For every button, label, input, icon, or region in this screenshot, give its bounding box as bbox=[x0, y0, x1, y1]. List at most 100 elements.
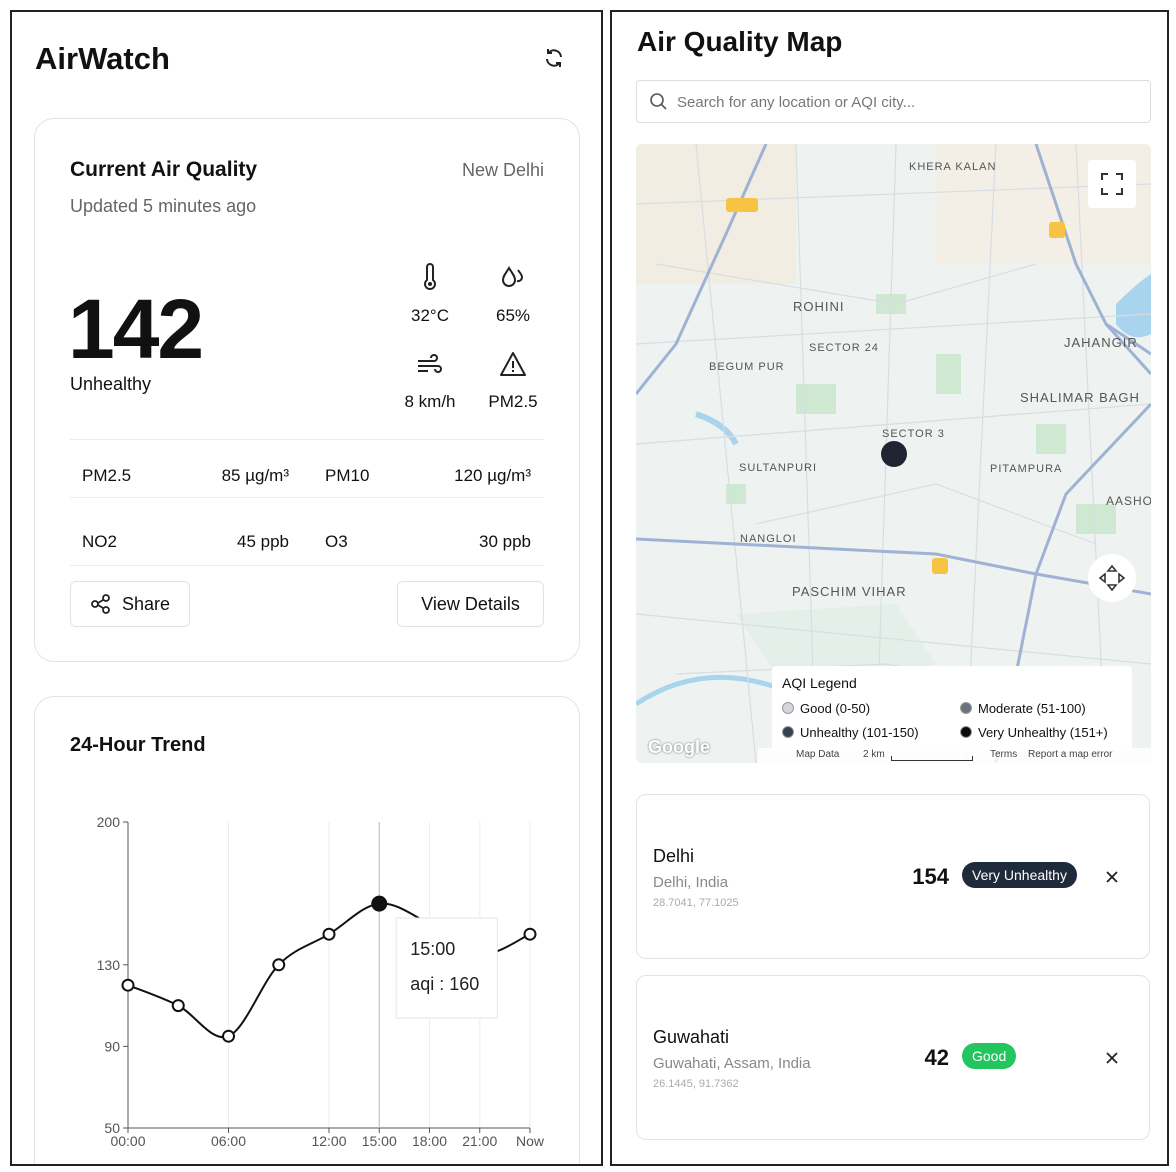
map-title: Air Quality Map bbox=[637, 26, 843, 57]
legend-swatch bbox=[960, 702, 972, 714]
city-card[interactable]: Guwahati Guwahati, Assam, India 26.1445, 9… bbox=[636, 975, 1150, 1140]
y-tick-label: 50 bbox=[104, 1120, 120, 1136]
close-icon bbox=[1106, 1052, 1118, 1064]
map-report[interactable]: Report a map error bbox=[1028, 749, 1113, 760]
y-tick-label: 90 bbox=[104, 1038, 120, 1054]
map-place: ROHINI bbox=[793, 299, 845, 314]
data-point bbox=[523, 927, 537, 941]
city-name: Guwahati bbox=[653, 1027, 730, 1047]
view-details-label: View Details bbox=[421, 593, 520, 614]
map-data-label: Map Data bbox=[796, 749, 840, 760]
legend-title: AQI Legend bbox=[782, 675, 857, 691]
wind-icon bbox=[418, 354, 442, 373]
pollutant-value: 85 µg/m³ bbox=[221, 466, 289, 485]
share-icon bbox=[91, 594, 110, 614]
separator bbox=[70, 565, 544, 566]
chart-title: 24-Hour Trend bbox=[70, 734, 206, 756]
stat-pollutant: PM2.5 bbox=[488, 392, 538, 411]
map-place: SECTOR 24 bbox=[809, 342, 879, 354]
map-place: PITAMPURA bbox=[990, 463, 1063, 475]
x-tick-label: 06:00 bbox=[211, 1133, 246, 1149]
app-title: AirWatch bbox=[35, 41, 170, 76]
right-panel: Air Quality Map Search for any location … bbox=[610, 10, 1169, 1166]
pollutant-label: O3 bbox=[325, 532, 348, 551]
fullscreen-icon bbox=[1101, 173, 1123, 195]
map-place: PASCHIM VIHAR bbox=[792, 584, 907, 599]
legend-swatch bbox=[782, 726, 794, 738]
location: New Delhi bbox=[461, 160, 544, 180]
left-panel: AirWatch Current Air Quality New Delhi U… bbox=[10, 10, 603, 1166]
thermometer-icon bbox=[424, 263, 436, 290]
legend-swatch bbox=[960, 726, 972, 738]
map-place: AASHO bbox=[1106, 494, 1151, 508]
tooltip-box bbox=[395, 917, 498, 1019]
search-box[interactable]: Search for any location or AQI city... bbox=[636, 80, 1151, 123]
trend-chart: 00:00 06:00 12:00 15:00 18:00 21:00 Now 50 90 130… bbox=[97, 814, 545, 1149]
current-card: Current Air Quality New Delhi Updated 5 … bbox=[34, 118, 580, 662]
remove-button[interactable] bbox=[1104, 1050, 1120, 1066]
separator bbox=[70, 497, 544, 498]
legend-label: Unhealthy (101-150) bbox=[800, 725, 919, 740]
city-region: Delhi, India bbox=[653, 874, 729, 891]
city-region: Guwahati, Assam, India bbox=[653, 1055, 811, 1072]
map-scale-label: 2 km bbox=[863, 749, 885, 760]
data-point bbox=[121, 978, 135, 992]
humidity-icon bbox=[501, 266, 523, 287]
map-terms[interactable]: Terms bbox=[990, 749, 1018, 760]
city-card[interactable]: Delhi Delhi, India 28.7041, 77.1025 154 Very… bbox=[636, 794, 1150, 959]
fullscreen-button[interactable] bbox=[1088, 160, 1136, 208]
x-tick-label: 18:00 bbox=[412, 1133, 447, 1149]
refresh-button[interactable] bbox=[542, 46, 566, 70]
map-footer: Map Data 2 km Terms Report a map error bbox=[758, 748, 1151, 763]
tooltip-text: aqi : 160 bbox=[410, 974, 479, 994]
tooltip-title: 15:00 bbox=[410, 939, 455, 959]
stat-humidity: 65% bbox=[495, 306, 531, 325]
legend-swatch bbox=[782, 702, 794, 714]
data-point bbox=[322, 927, 336, 941]
pollutant-value: 30 ppb bbox=[479, 532, 531, 551]
data-point bbox=[171, 999, 185, 1013]
stat-temperature: 32°C bbox=[411, 306, 449, 325]
legend-label: Good (0-50) bbox=[800, 701, 871, 716]
card-heading: Current Air Quality bbox=[70, 158, 258, 181]
legend-label: Moderate (51-100) bbox=[978, 701, 1086, 716]
map-place: SHALIMAR BAGH bbox=[1020, 390, 1140, 405]
pollutant-value: 45 ppb bbox=[237, 532, 289, 551]
x-tick-label: Now bbox=[516, 1133, 545, 1149]
pollutant-value: 120 µg/m³ bbox=[454, 466, 531, 485]
pollutant-label: PM10 bbox=[325, 466, 370, 485]
data-point bbox=[371, 895, 388, 912]
x-tick-label: 21:00 bbox=[462, 1133, 497, 1149]
city-coords: 26.1445, 91.7362 bbox=[653, 1078, 739, 1090]
map-legend: AQI Legend Good (0-50) Moderate (51-100) U… bbox=[772, 666, 1132, 751]
data-point bbox=[272, 958, 286, 972]
city-badge: Good bbox=[962, 1043, 1017, 1069]
map[interactable]: KHERA KALAN ROHINI SECTOR 24 BEGUM PUR J… bbox=[636, 144, 1151, 763]
legend-label: Very Unhealthy (151+) bbox=[978, 725, 1108, 740]
remove-button[interactable] bbox=[1104, 869, 1120, 885]
pollutant-label: NO2 bbox=[82, 532, 117, 551]
map-place: SECTOR 3 bbox=[882, 428, 945, 440]
stat-wind: 8 km/h bbox=[404, 392, 456, 411]
map-place: SULTANPURI bbox=[739, 462, 818, 474]
share-button[interactable]: Share bbox=[70, 581, 190, 627]
city-aqi: 42 bbox=[924, 1045, 949, 1070]
view-details-button[interactable]: View Details bbox=[397, 581, 544, 627]
map-place: BEGUM PUR bbox=[709, 361, 785, 373]
locate-button[interactable] bbox=[1088, 554, 1136, 602]
x-tick-label: 00:00 bbox=[110, 1133, 145, 1149]
search-placeholder: Search for any location or AQI city... bbox=[677, 94, 916, 111]
pollutant-label: PM2.5 bbox=[82, 466, 132, 485]
locate-icon bbox=[1098, 564, 1126, 592]
warning-icon bbox=[500, 352, 526, 376]
city-coords: 28.7041, 77.1025 bbox=[653, 897, 739, 909]
location-marker[interactable] bbox=[879, 439, 909, 469]
map-place: JAHANGIR bbox=[1064, 335, 1138, 350]
x-tick-label: 15:00 bbox=[362, 1133, 397, 1149]
updated-time: Updated 5 minutes ago bbox=[70, 196, 257, 216]
city-name: Delhi bbox=[653, 846, 695, 866]
city-badge: Very Unhealthy bbox=[962, 862, 1077, 888]
map-place: KHERA KALAN bbox=[909, 161, 997, 173]
aqi-status: Unhealthy bbox=[70, 374, 152, 394]
